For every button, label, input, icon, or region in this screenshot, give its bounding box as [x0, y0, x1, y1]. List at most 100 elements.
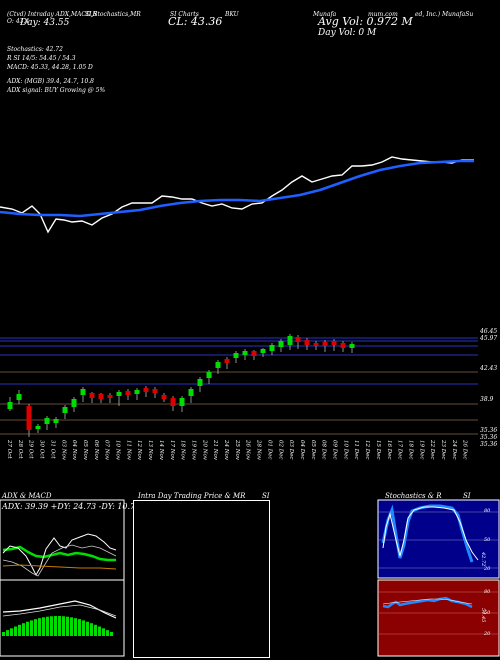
macd-histogram-bar — [94, 624, 97, 636]
rsi-axis-tick: 20 — [483, 631, 491, 637]
header-indicators-label: (Ctvd) Intraday ADX,MACD,R — [7, 11, 98, 18]
candle-body — [260, 349, 266, 353]
date-label: 22 Dec — [429, 439, 435, 460]
candle-body — [233, 353, 239, 358]
price-tick: 35.36 — [480, 434, 498, 441]
date-label: 18 Dec — [407, 440, 413, 460]
price-tick: 46.45 — [480, 328, 498, 335]
plus-di-line — [2, 533, 117, 577]
candle-body — [161, 395, 167, 399]
stochastics-stat: Stochastics: 42.72 — [7, 46, 63, 53]
candle-body — [322, 342, 328, 346]
rsi-average-line — [382, 598, 473, 605]
candle-body — [16, 394, 22, 400]
close-price-label: CL: 43.36 — [168, 15, 223, 28]
date-label: 15 Dec — [375, 440, 381, 460]
candle-body — [53, 419, 59, 423]
price-tick: 42.43 — [480, 365, 498, 372]
rsi-stat: R SI 14/5: 54.45 / 54.3 — [7, 55, 76, 62]
date-label: 14 Nov — [158, 440, 164, 461]
date-label: 03 Dec — [288, 440, 294, 460]
macd-histogram-bar — [34, 619, 37, 636]
macd-stat: MACD: 45.33, 44.28, 1.05 D — [7, 64, 93, 71]
candle-body — [331, 341, 337, 345]
date-label: 13 Nov — [147, 440, 153, 461]
date-label: 17 Dec — [397, 440, 403, 460]
candle-body — [349, 344, 355, 348]
date-label: 11 Nov — [125, 440, 131, 461]
day-price-label: Day: 43.55 — [20, 18, 70, 28]
date-label: 28 Nov — [256, 439, 262, 461]
date-label: 27 Oct — [6, 439, 12, 459]
stoch-current-value: 42.72 — [480, 551, 486, 566]
candle-body — [179, 398, 185, 406]
candle-body — [152, 389, 158, 393]
macd-signal-line — [2, 604, 117, 617]
header-symbol: BKU — [225, 11, 239, 18]
candle-body — [134, 390, 140, 394]
date-label: 12 Dec — [364, 440, 370, 460]
price-line — [0, 156, 474, 234]
candle-body — [35, 426, 41, 429]
adx-orange-line — [2, 564, 117, 570]
macd-histogram-bar — [98, 626, 101, 636]
macd-histogram-bar — [110, 632, 113, 636]
adx-line — [2, 545, 116, 562]
date-label: 02 Dec — [277, 440, 283, 460]
date-label: 03 Nov — [60, 440, 66, 461]
date-label: 30 Oct — [39, 440, 45, 459]
chart-header: (Ctvd) Intraday ADX,MACD,R SI,Stochastic… — [0, 0, 500, 62]
intraday-panel-title: Intra Day Trading Price & MR — [138, 492, 246, 500]
header-site-label-2: mum.com — [368, 11, 398, 18]
adx-panel-values: ADX: 39.39 +DY: 24.73 -DY: 10.75 — [2, 502, 141, 511]
date-label: 06 Nov — [93, 440, 99, 461]
stoch-axis-tick: 50 — [484, 537, 491, 543]
macd-histogram-bar — [78, 619, 81, 636]
macd-histogram-bar — [22, 623, 25, 636]
date-label: 31 Oct — [49, 440, 55, 459]
candle-body — [188, 389, 194, 396]
date-label: 04 Dec — [299, 440, 305, 460]
date-label: 08 Dec — [321, 440, 327, 460]
date-label: 26 Dec — [462, 439, 468, 460]
macd-histogram-bar — [66, 616, 69, 636]
candle-body — [295, 337, 301, 342]
candle-body — [206, 372, 212, 378]
header-charts-label: SI Charts — [170, 11, 199, 18]
macd-histogram-bar — [70, 617, 73, 636]
date-label: 26 Nov — [245, 439, 251, 461]
macd-histogram-bar — [42, 617, 45, 636]
price-tick: 38.9 — [480, 396, 494, 403]
candle-body — [62, 407, 68, 413]
candle-body — [269, 345, 275, 351]
candle-body — [80, 389, 86, 395]
macd-histogram-bar — [2, 632, 5, 636]
rsi-current-value: 54.45 — [480, 608, 486, 622]
avg-volume-label: Avg Vol: 0.972 M — [318, 15, 413, 28]
date-label: 05 Nov — [82, 440, 88, 461]
date-label: 10 Nov — [115, 440, 121, 461]
candle-body — [125, 391, 131, 395]
date-label: 17 Nov — [169, 440, 175, 461]
candle-body — [251, 351, 257, 356]
adx-signal-stat: ADX signal: BUY Growing @ 5% — [7, 87, 106, 94]
day-volume-label: Day Vol: 0 M — [318, 28, 377, 38]
candle-body — [304, 340, 310, 345]
moving-average-line — [0, 159, 474, 218]
rsi-panel — [377, 579, 500, 657]
candle-body — [215, 362, 221, 368]
macd-line — [2, 600, 117, 619]
macd-histogram-bar — [14, 626, 17, 636]
macd-histogram-bar — [62, 616, 65, 636]
date-label: 18 Nov — [180, 440, 186, 461]
candle-body — [89, 393, 95, 398]
rsi-axis-tick: 50 — [484, 610, 491, 616]
intraday-panel-title-2: SI — [262, 492, 270, 500]
price-tick: 45.97 — [480, 335, 498, 342]
candle-body — [143, 388, 149, 392]
intraday-price-panel — [133, 500, 270, 658]
header-company-label: ed, Inc.) MunafaSu — [415, 11, 474, 18]
candle-body — [278, 341, 284, 347]
macd-histogram-bar — [90, 623, 93, 636]
